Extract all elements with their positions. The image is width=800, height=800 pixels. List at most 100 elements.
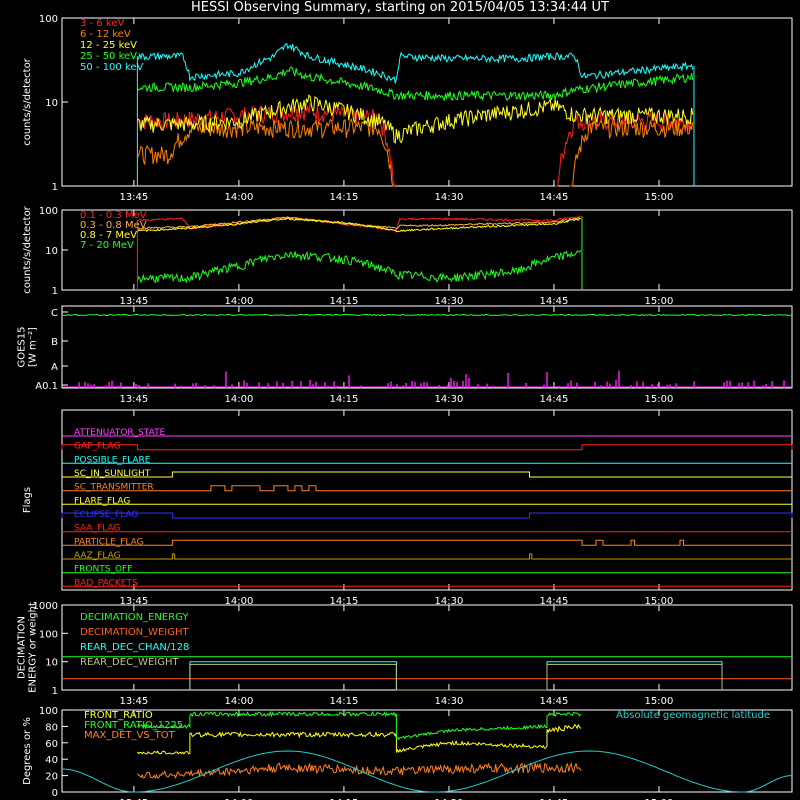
panel-goes-xtick-label: 14:00 — [224, 394, 253, 405]
panel-lowE-legend-entry: 3 - 6 keV — [80, 18, 124, 29]
panel-decimation-legend-entry: DECIMATION_ENERGY — [80, 612, 189, 623]
chart-title: HESSI Observing Summary, starting on 201… — [191, 0, 609, 15]
flag-label: ECLIPSE_FLAG — [74, 510, 138, 520]
panel-decimation-legend-entry: REAR_DEC_WEIGHT — [80, 657, 179, 668]
panel-ratio-ytick-label: 20 — [45, 772, 58, 783]
panel-ratio-legend-entry: FRONT_RATIO_1225 — [84, 720, 183, 731]
flag-line — [62, 539, 792, 546]
panel-flags-ylabel: Flags — [22, 487, 33, 513]
panel-ratio-xtick-label: 14:30 — [435, 798, 464, 800]
panel-flags-xtick-label: 14:45 — [540, 596, 569, 607]
panel-goes-ytick-label: B — [51, 337, 58, 348]
panel-decimation-xtick-label: 14:30 — [435, 696, 464, 707]
flag-label: SC_IN_SUNLIGHT — [74, 469, 151, 479]
panel-highE-xtick-label: 14:15 — [330, 296, 359, 307]
panel-decimation-ylabel: ENERGY or weight — [28, 602, 39, 693]
panel-lowE-xtick-label: 14:00 — [224, 192, 253, 203]
series-line-1 — [136, 117, 396, 187]
panel-ratio-legend-entry: MAX_DET_VS_TOT — [84, 730, 176, 741]
series-line-0 — [136, 723, 582, 755]
panel-goes-xtick-label: 13:45 — [119, 394, 148, 405]
flag-label: BAD_PACKETS — [74, 578, 138, 588]
panel-ratio-ylabel: Degrees or % — [22, 717, 33, 785]
flag-line — [62, 553, 792, 560]
panel-ratio-ytick-label: 40 — [45, 755, 58, 766]
panel-highE-ytick-label: 10 — [45, 246, 58, 257]
panel-highE-ylabel: counts/s/detector — [22, 205, 33, 293]
panel-highE-xtick-label: 14:30 — [435, 296, 464, 307]
series-line-1 — [137, 216, 581, 230]
panel-decimation-ylabel: DECIMATION — [17, 616, 28, 679]
panel-highE-xtick-label: 15:00 — [645, 296, 674, 307]
panel-ratio-ytick-label: 80 — [45, 722, 58, 733]
panel-highE-xtick-label: 14:00 — [224, 296, 253, 307]
panel-decimation-ytick-label: 1000 — [33, 601, 58, 612]
panel-lowE-frame — [61, 17, 793, 187]
panel-lowE-xtick-label: 14:45 — [540, 192, 569, 203]
flag-label: FRONTS_OFF — [74, 565, 132, 575]
series-line-3 — [136, 66, 694, 102]
panel-decimation-legend-entry: REAR_DEC_CHAN/128 — [80, 642, 189, 653]
panel-goes-xtick-label: 14:15 — [330, 394, 359, 405]
panel-highE-xtick-label: 13:45 — [119, 296, 148, 307]
panel-decimation-xtick-label: 13:45 — [119, 696, 148, 707]
panel-lowE-legend-entry: 25 - 50 keV — [80, 51, 137, 62]
panel-decimation-xtick-label: 14:00 — [224, 696, 253, 707]
panel-ratio-xtick-label: 14:00 — [224, 798, 253, 800]
panel-decimation-legend-entry: DECIMATION_WEIGHT — [80, 627, 189, 638]
panel-goes-ytick-label: A0.1 — [35, 381, 58, 392]
panel-ratio-legend-entry: FRONT_RATIO — [84, 710, 153, 721]
panel-lowE-xtick-label: 15:00 — [645, 192, 674, 203]
flag-label: SC_TRANSMITTER — [74, 483, 154, 493]
panel-goes-frame — [61, 305, 793, 389]
series-line-goes — [61, 313, 793, 317]
panel-goes-ylabel: GOES15 — [17, 326, 28, 367]
panel-lowE-xtick-label: 14:15 — [330, 192, 359, 203]
series-line-2 — [136, 761, 582, 780]
panel-lowE-legend-entry: 6 - 12 keV — [80, 29, 131, 40]
series-line-1 — [569, 118, 694, 187]
series-line-2 — [189, 661, 723, 691]
flag-label: POSSIBLE_FLARE — [74, 455, 151, 465]
panel-decimation-ytick-label: 100 — [39, 629, 58, 640]
panel-ratio-xtick-label: 13:45 — [119, 798, 148, 800]
series-line-0 — [137, 103, 396, 187]
panel-highE-ytick-label: 1 — [52, 286, 58, 297]
flag-line — [62, 471, 792, 478]
panel-highE-frame — [61, 209, 793, 291]
panel-decimation-xtick-label: 14:45 — [540, 696, 569, 707]
panel-ratio-xtick-label: 15:00 — [645, 798, 674, 800]
panel-goes-xtick-label: 14:45 — [540, 394, 569, 405]
flag-label: FLARE_FLAG — [74, 496, 130, 506]
panel-lowE-ytick-label: 1 — [52, 182, 58, 193]
panel-flags-xtick-label: 15:00 — [645, 596, 674, 607]
panel-highE-legend-entry: 7 - 20 MeV — [80, 240, 134, 251]
flag-label: AAZ_FLAG — [74, 551, 121, 561]
panel-decimation-xtick-label: 15:00 — [645, 696, 674, 707]
flag-label: SAA_FLAG — [74, 524, 120, 534]
panel-highE-xtick-label: 14:45 — [540, 296, 569, 307]
panel-ratio-ytick-label: 0 — [52, 788, 58, 799]
series-line-2 — [137, 94, 694, 145]
panel-lowE-ytick-label: 10 — [45, 98, 58, 109]
panel-highE-legend-entry: 0.3 - 0.8 MeV — [80, 220, 147, 231]
panel-lowE-ylabel: counts/s/detector — [22, 57, 33, 145]
panel-lowE-legend-entry: 50 - 100 keV — [80, 62, 144, 73]
panel-lowE-ytick-label: 100 — [39, 14, 58, 25]
series-line-3 — [189, 663, 723, 691]
panel-goes-xtick-label: 14:30 — [435, 394, 464, 405]
panel-flags-xtick-label: 13:45 — [119, 596, 148, 607]
panel-highE-ytick-label: 100 — [39, 206, 58, 217]
panel-flags-frame — [61, 409, 793, 591]
panel-decimation-ytick-label: 10 — [45, 658, 58, 669]
panel-ratio-ytick-label: 60 — [45, 739, 58, 750]
panel-highE-legend-entry: 0.1 - 0.3 MeV — [80, 210, 147, 221]
flag-line — [62, 485, 792, 492]
panel-flags-xtick-label: 14:15 — [330, 596, 359, 607]
panel-flags-xtick-label: 14:30 — [435, 596, 464, 607]
panel-lowE-legend-entry: 12 - 25 keV — [80, 40, 137, 51]
series-line-3 — [136, 249, 582, 284]
flag-line — [61, 512, 793, 519]
panel-goes-ytick-label: C — [51, 308, 58, 319]
